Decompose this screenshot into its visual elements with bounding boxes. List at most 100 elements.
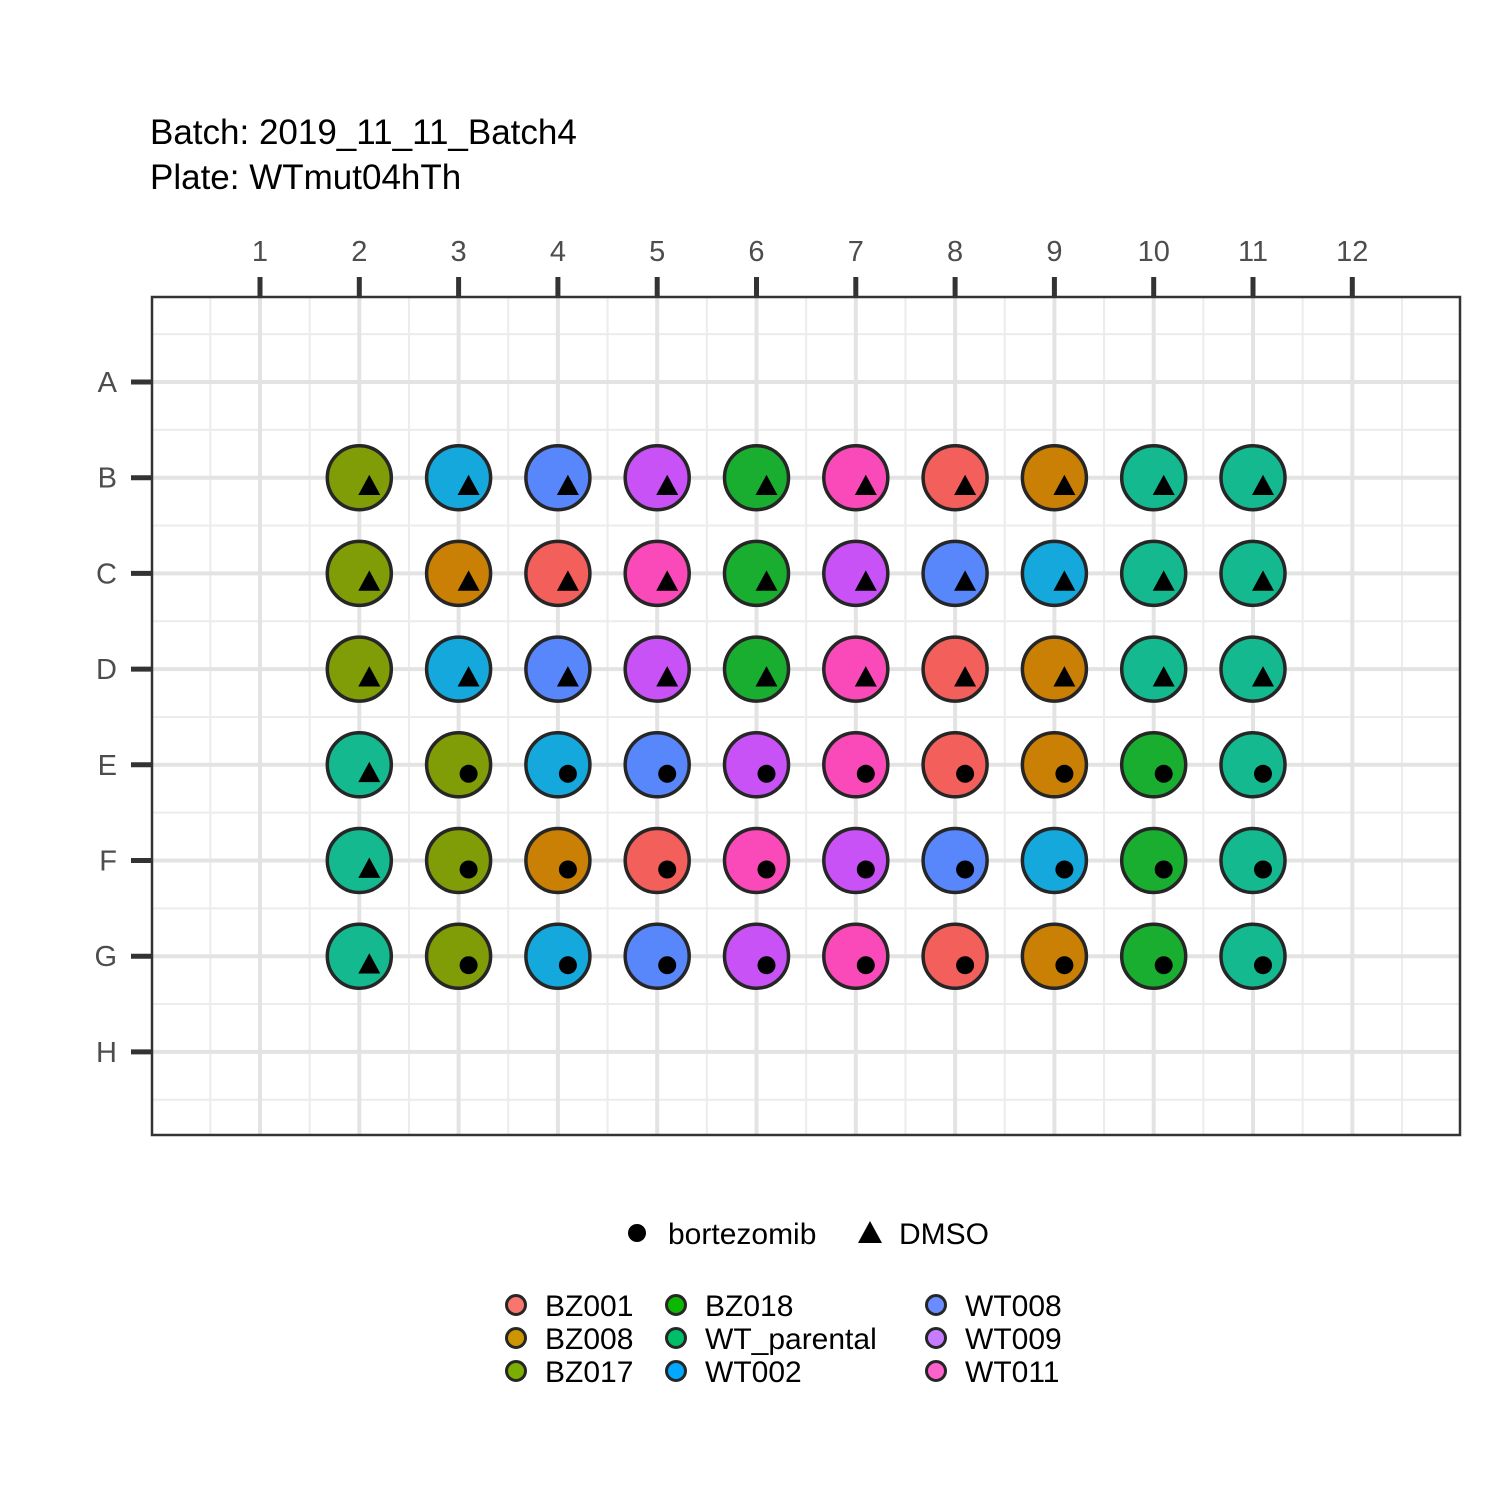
well-circle <box>325 539 394 608</box>
x-tick-label: 6 <box>748 236 764 268</box>
well-circle <box>822 635 890 703</box>
well <box>1020 826 1089 895</box>
fill-legend-label: WT009 <box>965 1323 1062 1356</box>
well-circle <box>1219 731 1287 799</box>
well-circle <box>424 731 493 799</box>
well-circle <box>325 731 394 799</box>
dmso-triangle-marker <box>457 570 480 591</box>
dmso-triangle-marker <box>556 666 579 687</box>
well-circle <box>722 635 791 703</box>
bortezomib-dot-marker <box>558 860 577 879</box>
dmso-triangle-marker <box>954 570 977 591</box>
fill-legend-key <box>505 1360 527 1382</box>
well-circle <box>921 826 989 895</box>
x-tick-label: 9 <box>1046 236 1062 268</box>
well-circle <box>921 539 989 608</box>
well-circle <box>524 443 592 512</box>
dmso-triangle-marker <box>457 474 480 496</box>
bortezomib-dot-marker <box>1254 764 1272 783</box>
bortezomib-dot-marker <box>1154 764 1173 783</box>
x-tick-label: 11 <box>1238 236 1268 268</box>
well-circle <box>623 539 691 608</box>
well <box>722 731 791 799</box>
bortezomib-dot-marker <box>1055 860 1074 879</box>
well-circle <box>722 922 791 990</box>
well-circle <box>623 635 691 703</box>
well <box>1020 731 1089 799</box>
well-circle <box>722 443 791 512</box>
bortezomib-dot-marker <box>459 764 478 783</box>
well-circle <box>524 539 592 608</box>
bortezomib-dot-marker <box>658 956 677 975</box>
well-circle <box>424 922 493 990</box>
well <box>722 443 791 512</box>
well <box>1020 539 1089 608</box>
well <box>822 826 890 895</box>
dmso-triangle-marker <box>1053 570 1076 591</box>
bortezomib-dot-marker <box>558 764 577 783</box>
bortezomib-dot-marker <box>459 956 478 975</box>
y-axis: A B C D E F G H <box>94 367 152 1069</box>
dmso-triangle-marker <box>457 666 480 687</box>
bortezomib-dot-marker <box>956 860 975 879</box>
well-circle <box>424 635 493 703</box>
well-circle <box>1020 443 1089 512</box>
well <box>1119 539 1188 608</box>
well-circle <box>325 826 394 895</box>
well-circle <box>1219 826 1287 895</box>
well-circle <box>921 443 989 512</box>
well <box>822 539 890 608</box>
well <box>921 443 989 512</box>
well <box>822 922 890 990</box>
shape-legend-label: bortezomib <box>668 1218 816 1251</box>
dmso-triangle-marker <box>1053 666 1076 687</box>
well-circle <box>524 922 592 990</box>
well-circle <box>1219 443 1287 512</box>
fill-legend-label: BZ008 <box>545 1323 633 1356</box>
fill-legend-key <box>925 1360 947 1382</box>
well <box>822 443 890 512</box>
dmso-triangle-marker <box>656 666 679 687</box>
well <box>1219 539 1287 608</box>
well <box>1219 731 1287 799</box>
bortezomib-dot-marker <box>757 764 776 783</box>
x-tick-label: 8 <box>947 236 963 268</box>
well <box>325 539 394 608</box>
bortezomib-dot-marker <box>658 860 677 879</box>
bortezomib-dot-marker <box>1254 956 1272 975</box>
wells <box>325 443 1287 990</box>
well <box>524 443 592 512</box>
well <box>1219 922 1287 990</box>
dmso-triangle-marker <box>854 666 877 687</box>
well <box>722 826 791 895</box>
well <box>1219 635 1287 703</box>
well-circle <box>623 731 691 799</box>
dmso-triangle-marker <box>358 953 381 974</box>
bortezomib-dot-marker <box>1154 860 1173 879</box>
well <box>424 826 493 895</box>
fill-legend-key <box>665 1327 687 1349</box>
fill-legend-key <box>665 1294 687 1316</box>
shape-legend: bortezomib DMSO <box>628 1218 989 1251</box>
dmso-triangle-marker <box>1152 570 1175 591</box>
well <box>1020 635 1089 703</box>
well-circle <box>524 731 592 799</box>
dmso-triangle-marker <box>755 474 778 496</box>
well-circle <box>1020 539 1089 608</box>
fill-legend-label: WT008 <box>965 1290 1062 1323</box>
y-tick-label: F <box>99 846 117 878</box>
bortezomib-dot-marker <box>856 764 875 783</box>
bortezomib-dot-marker <box>459 860 478 879</box>
fill-legend-label: WT011 <box>965 1356 1059 1389</box>
y-tick-label: C <box>96 558 117 590</box>
well <box>1119 443 1188 512</box>
y-tick-label: G <box>94 941 117 973</box>
dmso-triangle-marker <box>755 570 778 591</box>
y-tick-label: H <box>96 1037 117 1069</box>
well <box>921 922 989 990</box>
bortezomib-dot-marker <box>856 956 875 975</box>
well-circle <box>1020 731 1089 799</box>
bortezomib-dot-marker <box>956 764 975 783</box>
dmso-triangle-marker <box>1152 474 1175 496</box>
bortezomib-dot-marker <box>1154 956 1173 975</box>
